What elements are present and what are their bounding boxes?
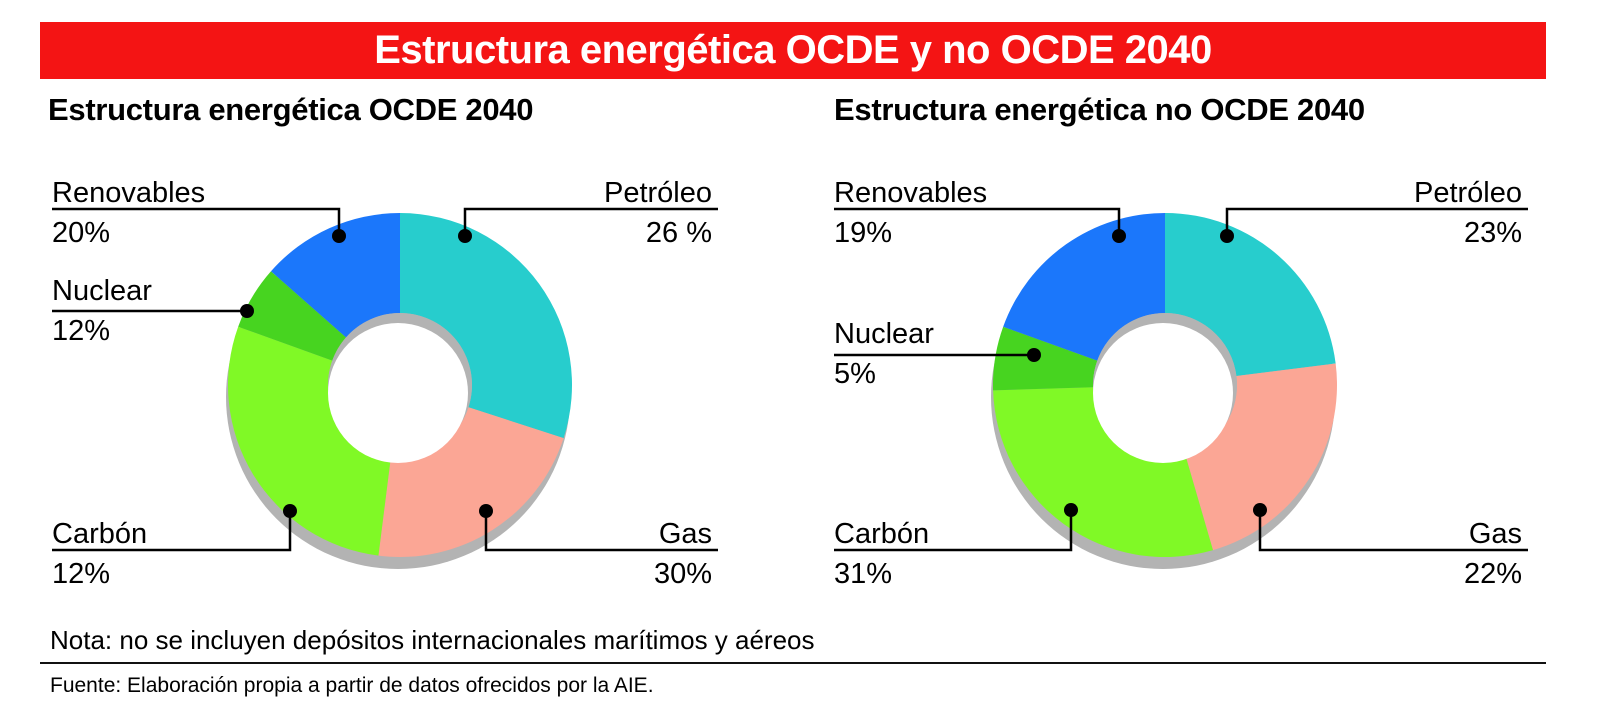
callout-dot-gas	[1253, 503, 1267, 517]
source-credit: Fuente: Elaboración propia a partir de d…	[50, 674, 654, 697]
leader-line-renovables	[834, 207, 1121, 236]
slice-gas	[378, 407, 564, 557]
slice-nuclear	[993, 326, 1098, 391]
callout-dot-nuclear	[240, 304, 254, 318]
donut-chart-no-ocde: Petróleo 23% Gas 22% Carbón 31% Nuclear 5% Renov…	[834, 177, 1528, 590]
leader-line-petroleo	[1225, 207, 1528, 236]
footnote: Nota: no se incluyen depósitos internaci…	[50, 625, 815, 655]
main-title: Estructura energética OCDE y no OCDE 204…	[374, 28, 1212, 72]
slice-carbon	[227, 326, 391, 556]
slice-petroleo	[400, 213, 572, 439]
value-label-renovables: 20%	[52, 217, 110, 249]
value-label-petroleo: 26 %	[646, 217, 712, 249]
value-label-gas: 30%	[654, 558, 712, 590]
slice-renovables	[1003, 213, 1165, 361]
label-nuclear: Nuclear	[834, 318, 934, 350]
chart-title-ocde: Estructura energética OCDE 2040	[48, 92, 534, 127]
callout-dot-renovables	[332, 229, 346, 243]
donut-hole	[328, 323, 468, 463]
leader-line-gas	[484, 511, 718, 552]
leader-line-carbon	[52, 511, 292, 552]
label-renovables: Renovables	[834, 177, 987, 209]
callout-dot-petroleo	[1220, 229, 1234, 243]
leader-line-gas	[1258, 510, 1528, 552]
chart-title-no-ocde: Estructura energética no OCDE 2040	[834, 92, 1365, 127]
title-banner: Estructura energética OCDE y no OCDE 204…	[40, 22, 1546, 79]
label-gas: Gas	[1469, 518, 1522, 550]
callout-dot-nuclear	[1027, 348, 1041, 362]
footer-divider	[40, 662, 1546, 664]
callout-dot-carbon	[283, 504, 297, 518]
label-gas: Gas	[659, 518, 712, 550]
value-label-carbon: 12%	[52, 558, 110, 590]
donut-chart-ocde: Petróleo 26 % Gas 30% Carbón 12% Nuclear 12% Ren…	[52, 177, 718, 590]
slice-carbon	[993, 387, 1213, 557]
callout-dot-gas	[479, 504, 493, 518]
donut-hole	[1093, 323, 1233, 463]
callout-dot-petroleo	[458, 229, 472, 243]
leader-line-carbon	[834, 510, 1073, 552]
label-petroleo: Petróleo	[1414, 177, 1522, 209]
callout-dot-carbon	[1064, 503, 1078, 517]
slice-nuclear	[238, 271, 346, 361]
label-renovables: Renovables	[52, 177, 205, 209]
value-label-petroleo: 23%	[1464, 217, 1522, 249]
label-petroleo: Petróleo	[604, 177, 712, 209]
slice-renovables	[270, 213, 400, 338]
value-label-renovables: 19%	[834, 217, 892, 249]
label-carbon: Carbón	[834, 518, 929, 550]
callout-dot-renovables	[1112, 229, 1126, 243]
value-label-gas: 22%	[1464, 558, 1522, 590]
value-label-nuclear: 5%	[834, 358, 876, 390]
leader-line-renovables	[52, 207, 341, 236]
slice-petroleo	[1165, 213, 1336, 376]
value-label-carbon: 31%	[834, 558, 892, 590]
label-carbon: Carbón	[52, 518, 147, 550]
value-label-nuclear: 12%	[52, 315, 110, 347]
label-nuclear: Nuclear	[52, 275, 152, 307]
slice-gas	[1185, 363, 1337, 551]
leader-line-petroleo	[463, 207, 718, 236]
